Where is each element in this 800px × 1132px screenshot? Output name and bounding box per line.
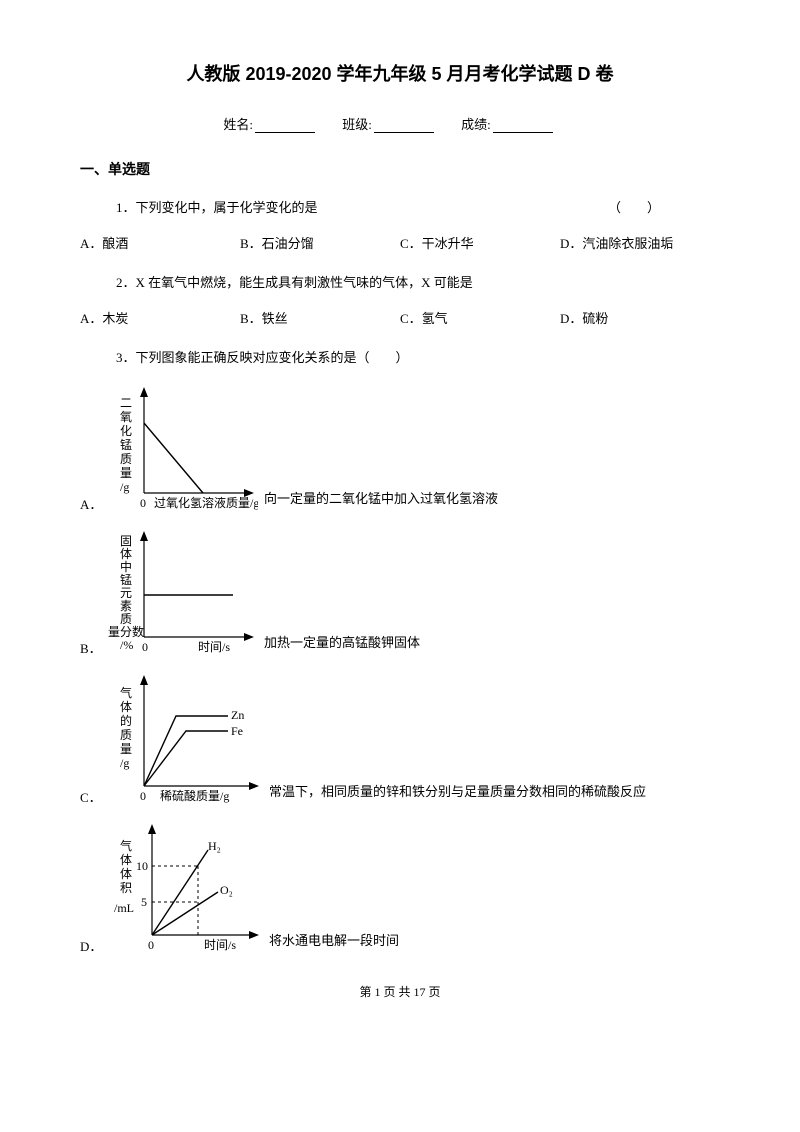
- graph-c-xlabel: 稀硫酸质量/g: [160, 788, 229, 803]
- svg-text:气: 气: [120, 685, 132, 700]
- svg-text:中: 中: [120, 559, 132, 574]
- class-blank[interactable]: [374, 118, 434, 133]
- name-label: 姓名:: [223, 117, 253, 132]
- q2-stem: 2．X 在氧气中燃烧，能生成具有刺激性气味的气体，X 可能是: [116, 275, 473, 290]
- opt-d-desc: 将水通电电解一段时间: [269, 930, 399, 955]
- svg-text:量分数: 量分数: [108, 624, 144, 639]
- opt-c-letter: C．: [80, 787, 108, 806]
- question-1: 1．下列变化中，属于化学变化的是 （ ）: [80, 197, 720, 219]
- graph-a-ylabel: 二: [120, 396, 132, 410]
- graph-d: H₂ O₂ 10 5 气 体 体 积 /mL 0 时间/s: [108, 820, 263, 955]
- graph-c-zn: Zn: [231, 708, 244, 722]
- name-blank[interactable]: [255, 118, 315, 133]
- graph-d-tick5: 5: [141, 895, 147, 909]
- question-2: 2．X 在氧气中燃烧，能生成具有刺激性气味的气体，X 可能是: [80, 272, 720, 294]
- graph-c: Zn Fe 气 体 的 质 量 /g 0 稀硫酸质量/g: [108, 671, 263, 806]
- question-3: 3．下列图象能正确反映对应变化关系的是（ ）: [80, 347, 720, 369]
- svg-text:/mL: /mL: [114, 901, 134, 915]
- graph-a: 二 氧 化 锰 质 量 /g 0 过氧化氢溶液质量/g: [108, 383, 258, 513]
- page-footer: 第 1 页 共 17 页: [80, 983, 720, 1000]
- svg-text:质: 质: [120, 612, 132, 626]
- svg-text:元: 元: [120, 586, 132, 600]
- svg-text:0: 0: [148, 938, 154, 952]
- svg-text:0: 0: [140, 496, 146, 510]
- svg-text:0: 0: [142, 640, 148, 654]
- svg-text:氧: 氧: [120, 410, 132, 424]
- q1-options: A．酿酒 B．石油分馏 C．干冰升华 D．汽油除衣服油垢: [80, 233, 720, 252]
- svg-text:气: 气: [120, 838, 132, 853]
- graph-d-tick10: 10: [136, 859, 148, 873]
- graph-a-xlabel: 过氧化氢溶液质量/g: [154, 495, 258, 510]
- svg-text:体: 体: [120, 547, 132, 561]
- svg-text:体: 体: [120, 700, 132, 714]
- exam-page: 人教版 2019-2020 学年九年级 5 月月考化学试题 D 卷 姓名: 班级…: [0, 0, 800, 1040]
- q3-option-c[interactable]: C． Zn Fe 气 体 的 质 量 /g 0 稀硫酸质量/g 常温下，相同质量…: [80, 671, 720, 806]
- q2-opt-a[interactable]: A．木炭: [80, 308, 240, 327]
- svg-text:积: 积: [120, 881, 132, 895]
- graph-d-h2: H₂: [208, 839, 221, 853]
- graph-c-fe: Fe: [231, 724, 243, 738]
- svg-text:锰: 锰: [120, 437, 132, 452]
- opt-d-letter: D．: [80, 936, 108, 955]
- q2-opt-d[interactable]: D．硫粉: [560, 308, 720, 327]
- svg-text:量: 量: [120, 742, 132, 756]
- graph-d-xlabel: 时间/s: [204, 938, 236, 952]
- svg-text:体: 体: [120, 867, 132, 881]
- svg-text:锰: 锰: [120, 572, 132, 587]
- opt-a-desc: 向一定量的二氧化锰中加入过氧化氢溶液: [264, 488, 498, 513]
- section-heading: 一、单选题: [80, 159, 720, 179]
- opt-c-desc: 常温下，相同质量的锌和铁分别与足量质量分数相同的稀硫酸反应: [269, 781, 646, 806]
- q2-options: A．木炭 B．铁丝 C．氢气 D．硫粉: [80, 308, 720, 327]
- q1-opt-d[interactable]: D．汽油除衣服油垢: [560, 233, 720, 252]
- q3-option-a[interactable]: A． 二 氧 化 锰 质 量 /g 0 过氧化氢溶液质量/g 向一定量的二氧化锰…: [80, 383, 720, 513]
- q1-stem: 1．下列变化中，属于化学变化的是: [116, 197, 318, 219]
- svg-text:/%: /%: [120, 638, 133, 652]
- q1-paren: （ ）: [608, 197, 660, 219]
- score-blank[interactable]: [493, 118, 553, 133]
- svg-text:0: 0: [140, 789, 146, 803]
- svg-text:化: 化: [120, 424, 132, 438]
- q2-opt-c[interactable]: C．氢气: [400, 308, 560, 327]
- q1-opt-b[interactable]: B．石油分馏: [240, 233, 400, 252]
- svg-text:质: 质: [120, 728, 132, 742]
- info-line: 姓名: 班级: 成绩:: [80, 114, 720, 133]
- class-label: 班级:: [342, 117, 372, 132]
- opt-b-letter: B．: [80, 638, 108, 657]
- svg-text:固: 固: [120, 534, 132, 548]
- q2-opt-b[interactable]: B．铁丝: [240, 308, 400, 327]
- svg-text:量: 量: [120, 466, 132, 480]
- graph-d-o2: O₂: [220, 883, 233, 897]
- svg-text:体: 体: [120, 853, 132, 867]
- q1-opt-c[interactable]: C．干冰升华: [400, 233, 560, 252]
- svg-text:/g: /g: [120, 756, 129, 770]
- q3-stem: 3．下列图象能正确反映对应变化关系的是（ ）: [116, 350, 409, 365]
- opt-a-letter: A．: [80, 494, 108, 513]
- svg-text:素: 素: [120, 599, 132, 613]
- svg-text:的: 的: [120, 713, 132, 728]
- q3-option-d[interactable]: D． H₂ O₂ 10 5 气 体 体 积 /mL 0 时间/s: [80, 820, 720, 955]
- q3-option-b[interactable]: B． 固 体 中 锰 元 素 质 量分数 /% 0 时间/s 加热一定量的高锰酸…: [80, 527, 720, 657]
- graph-b-xlabel: 时间/s: [198, 640, 230, 654]
- q1-opt-a[interactable]: A．酿酒: [80, 233, 240, 252]
- score-label: 成绩:: [461, 117, 491, 132]
- graph-b: 固 体 中 锰 元 素 质 量分数 /% 0 时间/s: [108, 527, 258, 657]
- svg-text:/g: /g: [120, 480, 129, 494]
- svg-text:质: 质: [120, 452, 132, 466]
- opt-b-desc: 加热一定量的高锰酸钾固体: [264, 632, 420, 657]
- page-title: 人教版 2019-2020 学年九年级 5 月月考化学试题 D 卷: [80, 60, 720, 86]
